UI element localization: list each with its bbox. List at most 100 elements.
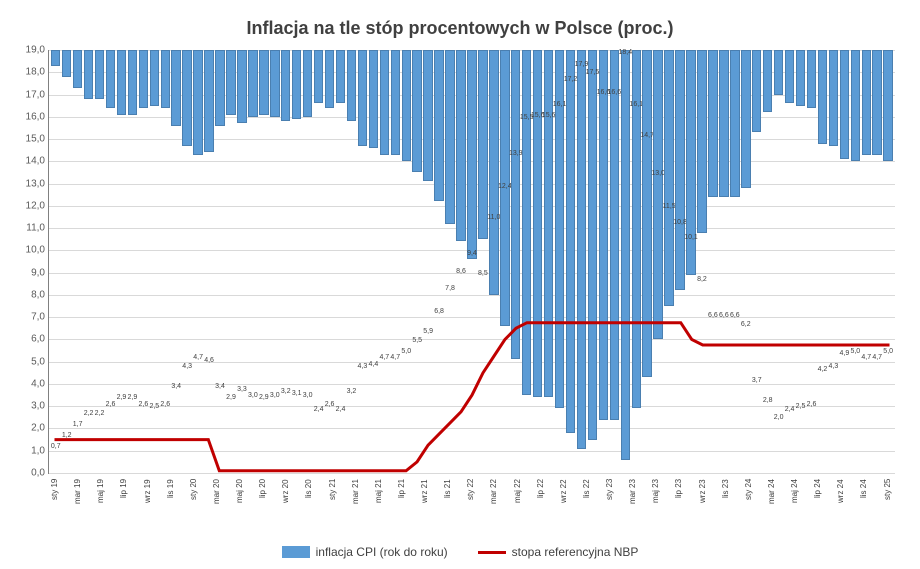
x-tick-label: sty 25 bbox=[883, 479, 893, 539]
bar bbox=[358, 50, 367, 146]
bar-value-label: 4,2 bbox=[818, 366, 828, 373]
x-tick-label: mar 19 bbox=[73, 479, 83, 539]
bar bbox=[840, 50, 849, 159]
bar bbox=[533, 50, 542, 397]
bar-value-label: 17,5 bbox=[586, 69, 600, 76]
bar bbox=[248, 50, 257, 117]
bar-value-label: 2,2 bbox=[95, 410, 105, 417]
bar-wrap: 4,2 bbox=[818, 50, 827, 473]
bar bbox=[456, 50, 465, 241]
bar-value-label: 6,6 bbox=[708, 312, 718, 319]
bar-wrap: 3,0 bbox=[248, 50, 257, 473]
bar-value-label: 17,9 bbox=[575, 61, 589, 68]
x-tick-label bbox=[108, 479, 118, 539]
bar-value-label: 3,1 bbox=[292, 390, 302, 397]
y-tick-label: 3,0 bbox=[17, 401, 45, 412]
legend-swatch-line bbox=[478, 551, 506, 554]
x-tick-label: wrz 22 bbox=[559, 479, 569, 539]
x-tick-label: sty 19 bbox=[50, 479, 60, 539]
bar bbox=[489, 50, 498, 295]
x-tick-label bbox=[316, 479, 326, 539]
bar-value-label: 10,8 bbox=[673, 219, 687, 226]
bar bbox=[642, 50, 651, 377]
bar-wrap: 17,2 bbox=[566, 50, 575, 473]
bar bbox=[226, 50, 235, 115]
x-tick-label bbox=[686, 479, 696, 539]
bar-wrap: 2,9 bbox=[128, 50, 137, 473]
y-tick-label: 18,0 bbox=[17, 67, 45, 78]
y-tick-label: 6,0 bbox=[17, 334, 45, 345]
bar-wrap: 4,7 bbox=[872, 50, 881, 473]
bar bbox=[150, 50, 159, 106]
bar bbox=[237, 50, 246, 123]
x-tick-label bbox=[524, 479, 534, 539]
bar-wrap: 6,6 bbox=[719, 50, 728, 473]
x-tick-label: lis 24 bbox=[859, 479, 869, 539]
bar bbox=[566, 50, 575, 433]
bar-value-label: 3,2 bbox=[347, 388, 357, 395]
bar bbox=[62, 50, 71, 77]
bar-wrap: 4,7 bbox=[380, 50, 389, 473]
x-tick-label: lis 20 bbox=[304, 479, 314, 539]
x-tick-label: lip 19 bbox=[119, 479, 129, 539]
bar-wrap: 1,2 bbox=[62, 50, 71, 473]
bar-wrap: 8,5 bbox=[478, 50, 487, 473]
bar bbox=[478, 50, 487, 239]
bar-wrap: 7,8 bbox=[445, 50, 454, 473]
bar bbox=[434, 50, 443, 201]
bar-wrap: 2,6 bbox=[161, 50, 170, 473]
bar bbox=[588, 50, 597, 440]
x-tick-label bbox=[663, 479, 673, 539]
y-tick-label: 15,0 bbox=[17, 134, 45, 145]
bar bbox=[281, 50, 290, 121]
bar-value-label: 8,2 bbox=[697, 276, 707, 283]
x-tick-label bbox=[200, 479, 210, 539]
y-tick-label: 8,0 bbox=[17, 289, 45, 300]
bar bbox=[182, 50, 191, 146]
x-tick-label bbox=[570, 479, 580, 539]
x-tick-label bbox=[455, 479, 465, 539]
bar bbox=[741, 50, 750, 188]
bar-wrap: 2,9 bbox=[226, 50, 235, 473]
bar-wrap: 13,0 bbox=[653, 50, 662, 473]
x-tick-label bbox=[547, 479, 557, 539]
chart-title: Inflacja na tle stóp procentowych w Pols… bbox=[10, 10, 910, 47]
bar-value-label: 9,4 bbox=[467, 250, 477, 257]
bar-wrap: 4,3 bbox=[829, 50, 838, 473]
x-tick-label bbox=[154, 479, 164, 539]
legend-label-bar: inflacja CPI (rok do roku) bbox=[316, 545, 448, 559]
bar-value-label: 4,7 bbox=[193, 354, 203, 361]
bar-wrap: 6,6 bbox=[708, 50, 717, 473]
bar-wrap: 8,2 bbox=[697, 50, 706, 473]
bar-value-label: 3,4 bbox=[171, 383, 181, 390]
bar-wrap: 3,3 bbox=[237, 50, 246, 473]
x-tick-label: lip 24 bbox=[813, 479, 823, 539]
x-tick-label bbox=[177, 479, 187, 539]
bar-value-label: 4,7 bbox=[390, 354, 400, 361]
x-tick-label: lip 20 bbox=[258, 479, 268, 539]
y-tick-label: 4,0 bbox=[17, 378, 45, 389]
legend-item-line: stopa referencyjna NBP bbox=[478, 545, 639, 559]
x-tick-label bbox=[732, 479, 742, 539]
bar-value-label: 4,7 bbox=[379, 354, 389, 361]
bar bbox=[862, 50, 871, 155]
bar-wrap: 4,9 bbox=[840, 50, 849, 473]
bar-wrap: 14,7 bbox=[642, 50, 651, 473]
bar-value-label: 4,9 bbox=[839, 350, 849, 357]
bar-value-label: 6,6 bbox=[730, 312, 740, 319]
bar-value-label: 2,4 bbox=[314, 406, 324, 413]
bar-value-label: 8,5 bbox=[478, 270, 488, 277]
bar bbox=[664, 50, 673, 306]
x-tick-label: maj 24 bbox=[790, 479, 800, 539]
bar bbox=[314, 50, 323, 103]
bar-value-label: 2,6 bbox=[106, 401, 116, 408]
legend-swatch-bar bbox=[282, 546, 310, 558]
bar-value-label: 11,0 bbox=[487, 214, 500, 221]
bar-value-label: 3,7 bbox=[752, 377, 762, 384]
bar-wrap: 10,1 bbox=[686, 50, 695, 473]
bar bbox=[347, 50, 356, 121]
bar bbox=[270, 50, 279, 117]
x-tick-label: mar 20 bbox=[212, 479, 222, 539]
bar-value-label: 5,0 bbox=[883, 348, 893, 355]
bar bbox=[610, 50, 619, 420]
